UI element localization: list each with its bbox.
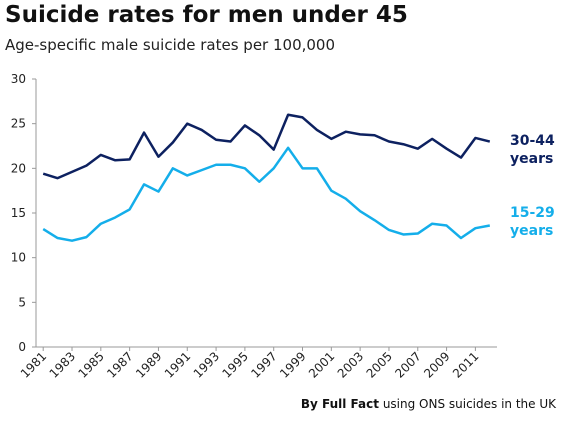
y-tick-label: 30 bbox=[11, 72, 26, 86]
x-tick-label: 2005 bbox=[364, 349, 395, 380]
source: By Full Fact using ONS suicides in the U… bbox=[301, 397, 556, 411]
series-label: 15-29 years bbox=[510, 205, 555, 239]
y-tick-label: 0 bbox=[18, 340, 26, 354]
y-tick-label: 25 bbox=[11, 117, 26, 131]
y-tick-label: 10 bbox=[11, 251, 26, 265]
series-label: 30-44 years bbox=[510, 133, 555, 167]
x-tick-label: 2011 bbox=[450, 349, 481, 380]
chart-title: Suicide rates for men under 45 bbox=[5, 2, 408, 28]
y-tick-label: 5 bbox=[18, 295, 26, 309]
source-text: using ONS suicides in the UK bbox=[382, 397, 556, 411]
y-tick-label: 20 bbox=[11, 161, 26, 175]
x-tick-label: 1989 bbox=[133, 349, 164, 380]
series-line bbox=[42, 146, 491, 242]
x-tick-label: 1985 bbox=[75, 349, 106, 380]
source-bold: By Full Fact bbox=[300, 397, 379, 411]
x-tick-label: 1999 bbox=[277, 349, 308, 380]
x-tick-label: 2009 bbox=[421, 349, 452, 380]
x-tick-label: 1987 bbox=[104, 349, 135, 380]
x-tick-label: 2007 bbox=[392, 349, 423, 380]
chart-subtitle: Age-specific male suicide rates per 100,… bbox=[5, 36, 336, 54]
x-tick-label: 2003 bbox=[335, 349, 366, 380]
x-tick-label: 1993 bbox=[191, 349, 222, 380]
x-tick-label: 1991 bbox=[162, 349, 193, 380]
x-tick-label: 2001 bbox=[306, 349, 337, 380]
x-tick-label: 1983 bbox=[47, 349, 78, 380]
series-line bbox=[42, 113, 491, 180]
x-tick-label: 1997 bbox=[248, 349, 279, 380]
x-tick-label: 1995 bbox=[220, 349, 251, 380]
y-tick-label: 15 bbox=[11, 206, 26, 220]
